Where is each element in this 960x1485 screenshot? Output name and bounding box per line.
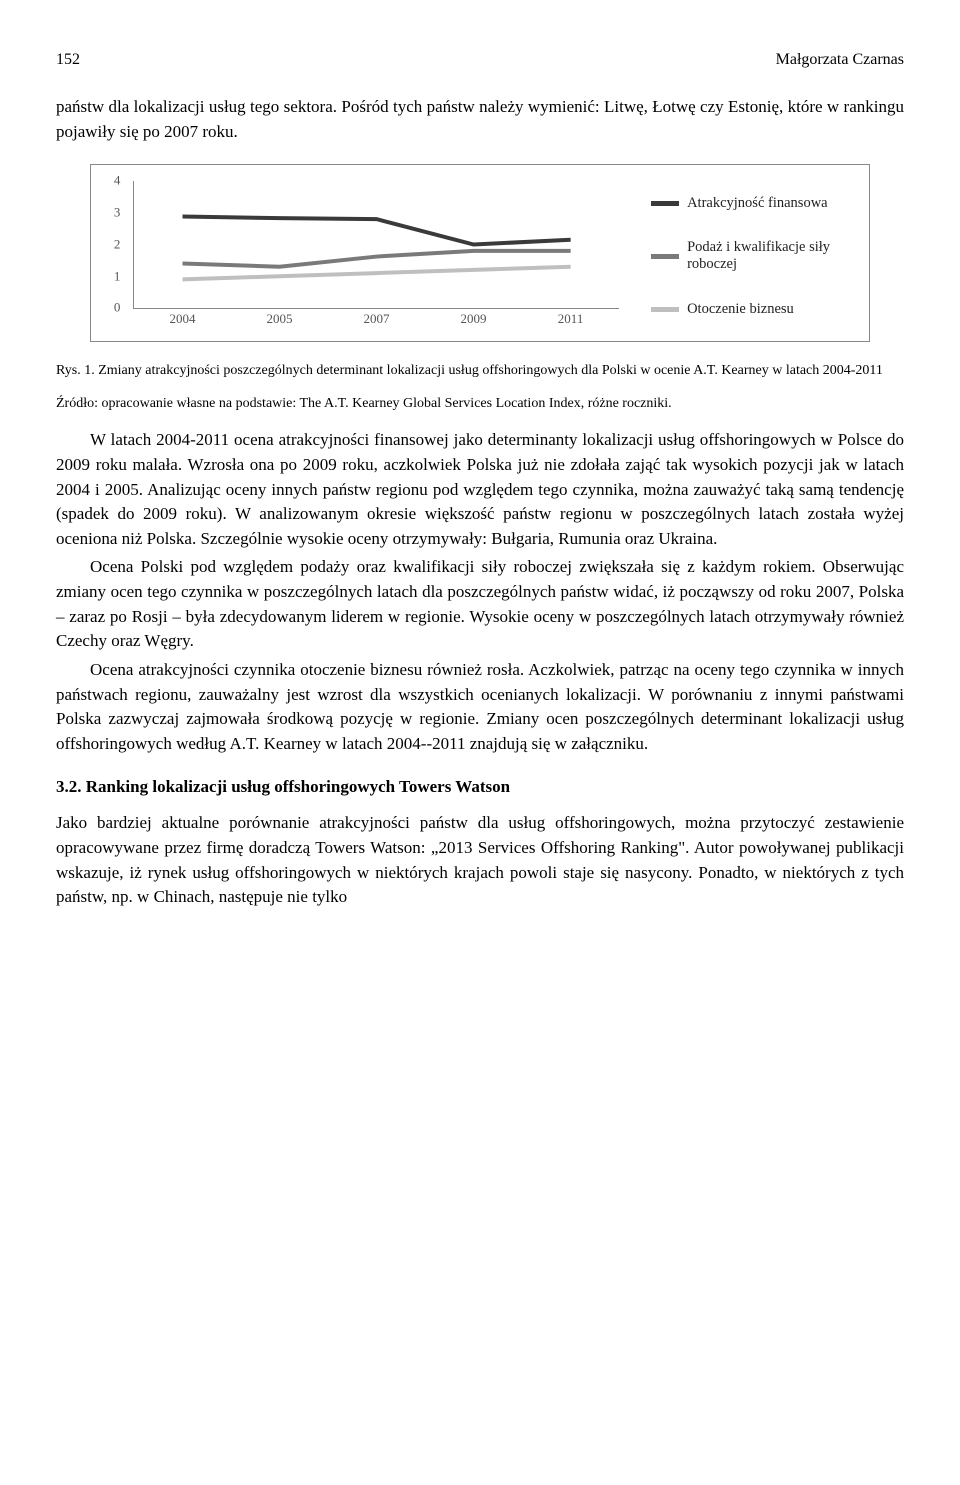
- chart-ytick: 4: [114, 172, 121, 191]
- chart-ytick: 3: [114, 204, 121, 223]
- page-number: 152: [56, 48, 80, 71]
- legend-item: Podaż i kwalifikacje siły roboczej: [651, 239, 851, 274]
- legend-label: Atrakcyjność finansowa: [687, 195, 828, 212]
- section-body: Jako bardziej aktualne porównanie atrakc…: [56, 811, 904, 910]
- chart-series-line: [182, 251, 570, 267]
- chart-legend: Atrakcyjność finansowa Podaż i kwalifikac…: [651, 181, 851, 331]
- chart-xtick: 2004: [169, 310, 195, 329]
- section-heading: 3.2. Ranking lokalizacji usług offshorin…: [56, 775, 904, 800]
- chart-axes: 0123420042005200720092011: [133, 181, 619, 309]
- chart-xtick: 2007: [364, 310, 390, 329]
- header-author: Małgorzata Czarnas: [776, 48, 904, 71]
- running-header: 152 Małgorzata Czarnas: [56, 48, 904, 71]
- chart-xtick: 2009: [461, 310, 487, 329]
- legend-label: Podaż i kwalifikacje siły roboczej: [687, 239, 851, 274]
- figure-caption: Rys. 1. Zmiany atrakcyjności poszczególn…: [56, 362, 904, 381]
- chart-ytick: 1: [114, 267, 121, 286]
- chart-ytick: 0: [114, 299, 121, 318]
- legend-item: Otoczenie biznesu: [651, 301, 851, 318]
- chart-xtick: 2011: [558, 310, 584, 329]
- figure-source: Źródło: opracowanie własne na podstawie:…: [56, 395, 904, 414]
- line-chart: 0123420042005200720092011 Atrakcyjność f…: [90, 164, 870, 342]
- body-paragraph-2: Ocena Polski pod względem podaży oraz kw…: [56, 555, 904, 654]
- body-paragraph-1: W latach 2004-2011 ocena atrakcyjności f…: [56, 428, 904, 551]
- intro-paragraph: państw dla lokalizacji usług tego sektor…: [56, 95, 904, 144]
- legend-label: Otoczenie biznesu: [687, 301, 794, 318]
- chart-xtick: 2005: [266, 310, 292, 329]
- legend-item: Atrakcyjność finansowa: [651, 195, 851, 212]
- chart-svg: [134, 181, 619, 308]
- legend-swatch: [651, 307, 679, 312]
- chart-plot-area: 0123420042005200720092011: [109, 181, 627, 331]
- chart-ytick: 2: [114, 236, 121, 255]
- body-paragraph-3: Ocena atrakcyjności czynnika otoczenie b…: [56, 658, 904, 757]
- legend-swatch: [651, 201, 679, 206]
- chart-series-line: [182, 267, 570, 280]
- legend-swatch: [651, 254, 679, 259]
- chart-series-line: [182, 217, 570, 245]
